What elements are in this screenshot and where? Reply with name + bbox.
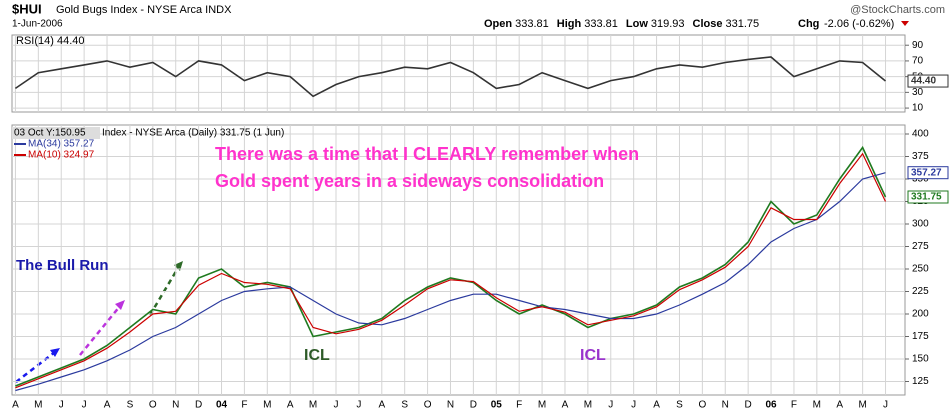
arrow-head (115, 300, 125, 310)
x-tick-label: J (59, 400, 64, 411)
x-tick-label: M (813, 400, 821, 411)
quote-label: Close (693, 18, 723, 30)
x-tick-label: A (12, 400, 19, 411)
cursor-box (12, 127, 100, 139)
last-value-label: 44.40 (911, 76, 936, 87)
x-tick-label: M (538, 400, 546, 411)
x-tick-label: F (516, 400, 522, 411)
x-tick-label: 06 (765, 400, 777, 411)
price-panel (11, 124, 906, 396)
change-label: Chg (798, 18, 819, 30)
x-tick-label: N (722, 400, 729, 411)
y-tick-label: 70 (912, 56, 924, 67)
x-tick-label: A (104, 400, 111, 411)
x-tick-label: N (172, 400, 179, 411)
x-tick-label: D (745, 400, 752, 411)
last-value-label: 357.27 (911, 167, 942, 178)
annotation: ICL (580, 347, 606, 364)
x-tick-label: F (241, 400, 247, 411)
x-tick-label: O (149, 400, 157, 411)
arrow-head (50, 348, 60, 357)
price-title: Index - NYSE Arca (Daily) 331.75 (1 Jun) (102, 128, 284, 139)
x-tick-label: J (356, 400, 361, 411)
x-tick-label: J (82, 400, 87, 411)
arrow (79, 305, 121, 356)
series-line (14, 56, 887, 98)
y-tick-label: 300 (912, 219, 929, 230)
last-value-box (907, 190, 949, 204)
rsi-panel (11, 34, 906, 113)
y-tick-label: 400 (912, 129, 929, 140)
symbol: $HUI (12, 1, 42, 16)
x-tick-label: A (653, 400, 660, 411)
x-tick-label: J (883, 400, 888, 411)
x-tick-label: A (562, 400, 569, 411)
x-tick-label: A (287, 400, 294, 411)
quote-value: 331.75 (726, 18, 760, 30)
series-line (15, 152, 887, 389)
quote-label: Low (626, 18, 648, 30)
quote-value: 333.81 (515, 18, 549, 30)
y-tick-label: 125 (912, 376, 929, 387)
x-tick-label: F (791, 400, 797, 411)
x-tick-label: M (309, 400, 317, 411)
y-tick-label: 150 (912, 354, 929, 365)
y-tick-label: 30 (912, 87, 924, 98)
series-line (15, 172, 886, 392)
annotation: The Bull Run (16, 257, 109, 274)
rsi-title: RSI(14) 44.40 (16, 35, 84, 47)
x-tick-label: 05 (491, 400, 503, 411)
legend-label: MA(10) 324.97 (28, 150, 95, 161)
series-line (15, 145, 887, 387)
x-tick-label: O (424, 400, 432, 411)
source: @StockCharts.com (850, 4, 945, 16)
x-tick-label: A (378, 400, 385, 411)
x-tick-label: J (631, 400, 636, 411)
quote-value: 319.93 (651, 18, 685, 30)
x-tick-label: O (698, 400, 706, 411)
x-tick-label: S (401, 400, 408, 411)
y-tick-label: 200 (912, 309, 929, 320)
x-tick-label: M (858, 400, 866, 411)
last-value-box (907, 166, 949, 180)
quote-value: 333.81 (584, 18, 618, 30)
x-tick-label: N (447, 400, 454, 411)
x-tick-label: S (127, 400, 134, 411)
annotation: Gold spent years in a sideways consolida… (215, 171, 604, 191)
x-tick-label: J (333, 400, 338, 411)
x-tick-label: 04 (216, 400, 228, 411)
quote-label: High (557, 18, 582, 30)
legend-label: MA(34) 357.27 (28, 139, 95, 150)
annotation: ICL (304, 347, 330, 364)
y-tick-label: 250 (912, 264, 929, 275)
annotation: There was a time that I CLEARLY remember… (215, 144, 639, 164)
last-value-label: 331.75 (911, 192, 942, 203)
y-tick-label: 375 (912, 151, 929, 162)
x-tick-label: A (836, 400, 843, 411)
x-tick-label: S (676, 400, 683, 411)
y-tick-label: 90 (912, 40, 924, 51)
x-tick-label: M (584, 400, 592, 411)
x-tick-label: D (470, 400, 477, 411)
quote-label: Open (484, 18, 512, 30)
x-tick-label: M (34, 400, 42, 411)
date: 1-Jun-2006 (12, 19, 63, 30)
y-tick-label: 225 (912, 286, 929, 297)
last-value-box (907, 74, 949, 88)
x-tick-label: J (608, 400, 613, 411)
index-name: Gold Bugs Index - NYSE Arca INDX (56, 4, 232, 16)
cursor-label: 03 Oct Y:150.95 (14, 128, 86, 139)
down-arrow (901, 21, 909, 26)
x-tick-label: D (195, 400, 202, 411)
change: -2.06 (-0.62%) (824, 18, 894, 30)
x-tick-label: M (263, 400, 271, 411)
y-tick-label: 10 (912, 103, 924, 114)
y-tick-label: 175 (912, 331, 929, 342)
y-tick-label: 275 (912, 241, 929, 252)
